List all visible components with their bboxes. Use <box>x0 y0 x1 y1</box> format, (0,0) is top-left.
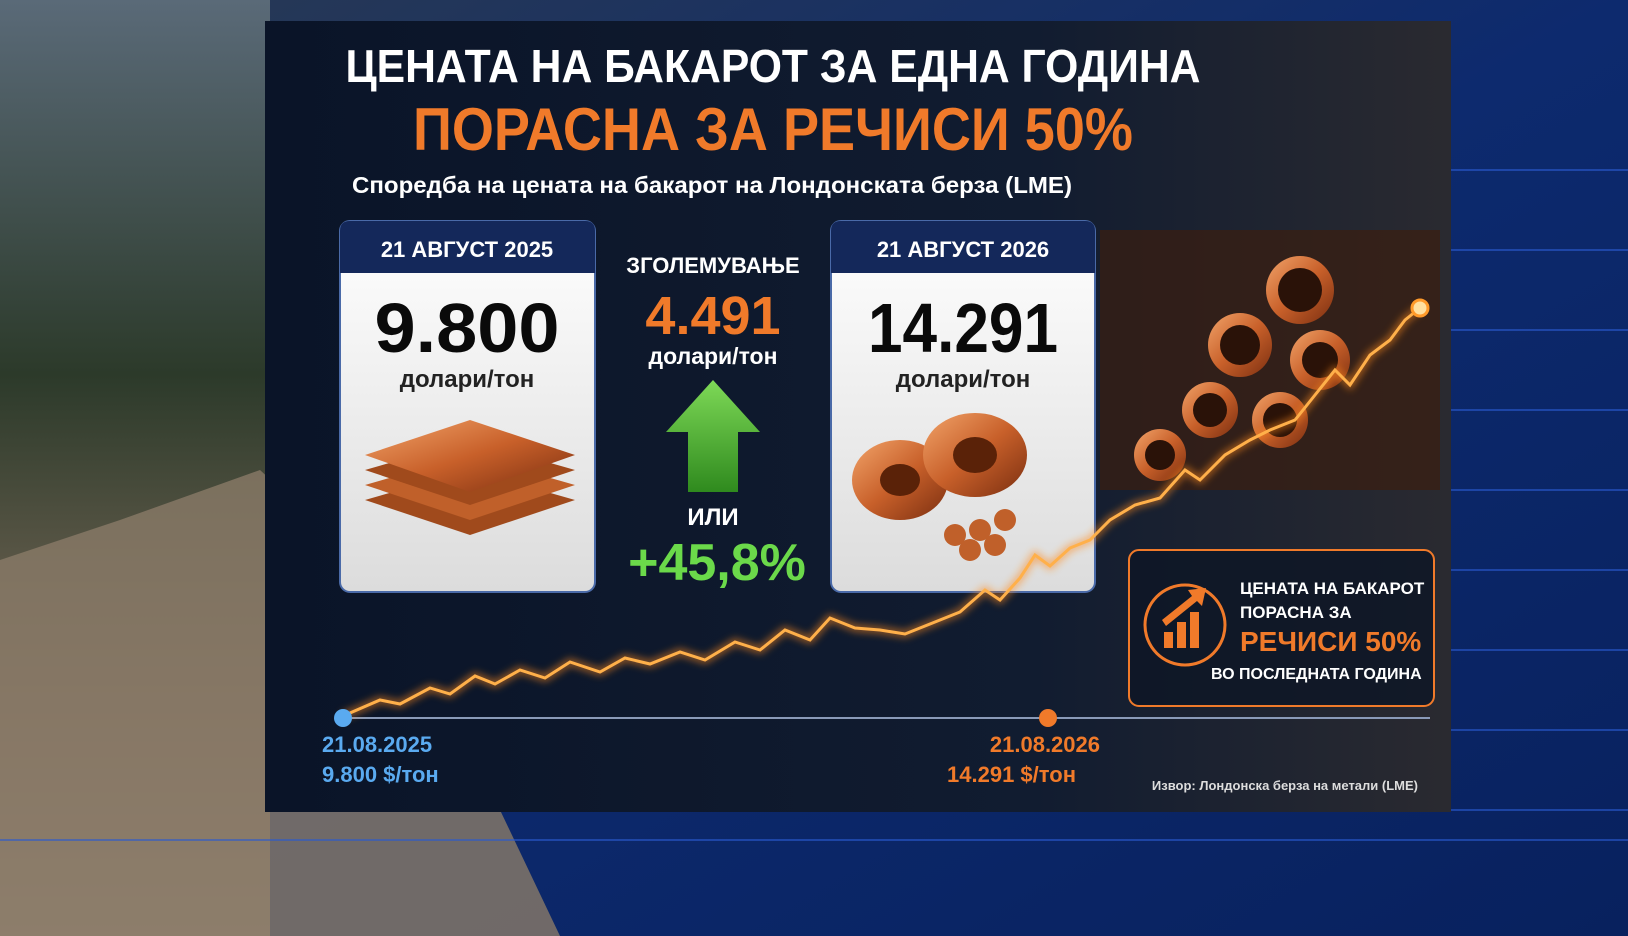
callout-highlight: РЕЧИСИ 50% <box>1240 626 1421 657</box>
callout-footer: ВО ПОСЛЕДНАТА ГОДИНА <box>1211 666 1422 683</box>
increase-label: ЗГОЛЕМУВАЊЕ <box>626 253 799 278</box>
trend-line <box>342 306 1421 718</box>
card-unit: долари/тон <box>896 366 1031 393</box>
studio-lines <box>0 169 1628 841</box>
card-header <box>831 221 1095 273</box>
title: ЦЕНАТА НА БАКАРОТ ЗА ЕДНА ГОДИНА <box>346 40 1201 92</box>
subtitle: Споредба на цената на бакарот на Лондонс… <box>352 172 1072 198</box>
end-date: 21.08.2026 <box>990 732 1100 757</box>
callout-line: ЦЕНАТА НА БАКАРОТ <box>1240 579 1425 598</box>
callout-line: ПОРАСНА ЗА <box>1240 603 1352 622</box>
end-dot <box>1039 709 1057 727</box>
connector: ИЛИ <box>687 504 738 531</box>
increase-value: 4.491 <box>645 286 780 346</box>
card-value: 9.800 <box>375 289 560 367</box>
source: Извор: Лондонска берза на метали (LME) <box>1152 778 1418 793</box>
start-date: 21.08.2025 <box>322 732 432 757</box>
card-date: 21 АВГУСТ 2025 <box>381 237 553 262</box>
card <box>339 220 596 593</box>
start-dot <box>334 709 352 727</box>
card-date: 21 АВГУСТ 2026 <box>877 237 1049 262</box>
callout: ЦЕНАТА НА БАКАРОТ ПОРАСНА ЗА РЕЧИСИ 50% … <box>1128 549 1435 707</box>
card-header <box>340 221 595 273</box>
card-2026: 21 АВГУСТ 2026 14.291 долари/тон <box>830 220 1096 593</box>
end-price: 14.291 $/тон <box>947 762 1076 787</box>
copper-coils <box>852 413 1027 561</box>
increase-percent: +45,8% <box>628 534 806 592</box>
increase-unit: долари/тон <box>649 343 778 369</box>
copper-plates <box>365 420 575 535</box>
pipes-photo <box>1100 230 1440 490</box>
card-unit: долари/тон <box>400 366 535 393</box>
callout-icon-ring <box>1143 583 1227 667</box>
trend-end <box>1410 298 1430 318</box>
start-price: 9.800 $/тон <box>322 762 439 787</box>
callout-icon <box>1162 588 1206 648</box>
up-arrow <box>666 380 760 492</box>
card-value: 14.291 <box>868 289 1058 367</box>
card-2025: 21 АВГУСТ 2025 9.800 долари/тон <box>339 220 596 593</box>
headline: ПОРАСНА ЗА РЕЧИСИ 50% <box>413 96 1133 163</box>
